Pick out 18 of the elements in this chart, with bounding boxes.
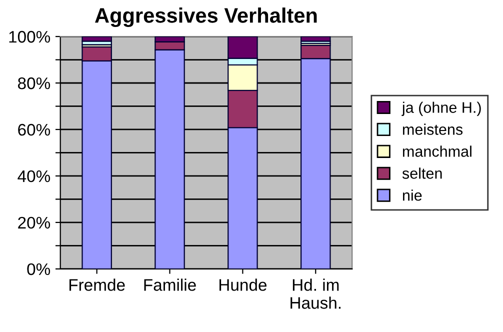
x-tick-label: Hunde bbox=[220, 278, 267, 291]
y-tick-label: 80% bbox=[18, 77, 50, 90]
y-tick-label: 0% bbox=[27, 263, 50, 276]
legend-label: meistens bbox=[402, 124, 463, 135]
x-tick-label: Fremde bbox=[69, 278, 125, 291]
legend-label: manchmal bbox=[402, 146, 472, 157]
legend-label: selten bbox=[402, 168, 442, 179]
legend-label: nie bbox=[402, 190, 422, 201]
x-tick-label: Hd. im Haush. bbox=[290, 278, 341, 309]
bar bbox=[82, 36, 112, 42]
x-tick-label: Familie bbox=[144, 278, 196, 291]
y-tick-label: 60% bbox=[18, 124, 50, 136]
y-tick-label: 100% bbox=[9, 30, 50, 43]
y-tick-label: 40% bbox=[18, 170, 50, 182]
y-tick-label: 20% bbox=[18, 216, 50, 229]
legend-label: ja (ohne H.) bbox=[402, 102, 481, 116]
bar bbox=[300, 36, 331, 42]
chart-title: Aggressives Verhalten bbox=[95, 8, 317, 28]
